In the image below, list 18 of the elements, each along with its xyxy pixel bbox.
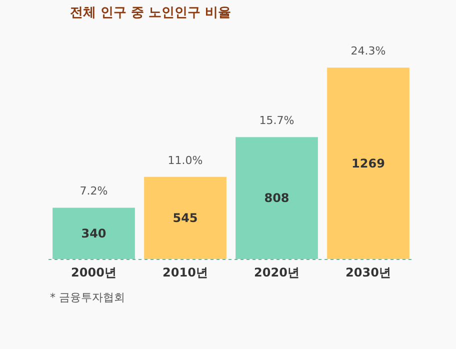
data-label: 545 (172, 210, 198, 225)
annotation: 7.2% (80, 184, 108, 198)
data-label: 1269 (352, 156, 385, 170)
x-tick-label: 2020년 (254, 266, 300, 280)
bar (52, 208, 135, 259)
bar (144, 176, 226, 259)
x-tick-label: 2000년 (71, 266, 116, 280)
bar (327, 68, 410, 259)
data-label: 340 (81, 226, 106, 240)
annotation: 24.3% (350, 44, 386, 58)
data-label: 808 (264, 191, 290, 206)
chart-title: 전체 인구 중 노인인구 비율 (70, 6, 232, 21)
x-tick-label: 2030년 (346, 266, 391, 280)
bar (236, 137, 318, 259)
x-tick-label: 2010년 (162, 266, 208, 280)
annotation: 11.0% (168, 154, 203, 167)
annotation: 15.7% (259, 114, 294, 128)
text: * 금융투자협회 (50, 290, 125, 305)
